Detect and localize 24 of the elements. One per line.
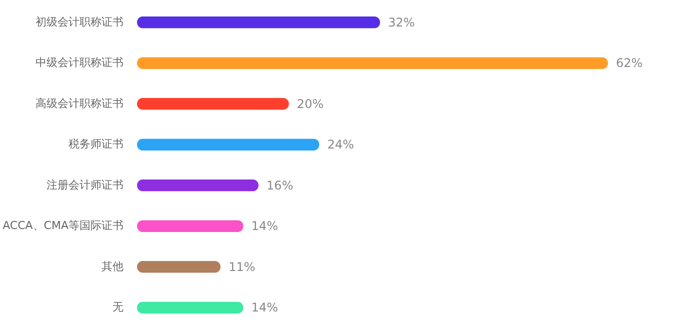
bar	[137, 138, 320, 151]
y-tick-label: 初级会计职称证书	[36, 15, 124, 28]
data-label: 14%	[251, 300, 278, 315]
data-label: 16%	[266, 178, 294, 192]
bar	[137, 260, 221, 273]
data-label: 24%	[327, 138, 354, 152]
y-tick-label: ACCA、CMA等国际证书	[2, 219, 124, 232]
data-label: 32%	[388, 15, 415, 30]
bar	[137, 302, 244, 314]
data-label: 62%	[616, 56, 643, 70]
bar	[137, 179, 259, 192]
data-label: 14%	[251, 219, 278, 234]
data-label: 11%	[228, 260, 256, 274]
bar	[137, 220, 244, 232]
bar	[137, 16, 380, 28]
y-tick-label: 注册会计师证书	[46, 178, 124, 192]
y-tick-label: 中级会计职称证书	[36, 56, 124, 70]
y-tick-label: 其他	[102, 260, 124, 273]
bar	[137, 57, 608, 70]
y-tick-label: 税务师证书	[68, 138, 124, 151]
y-tick-label: 无	[112, 300, 124, 314]
y-tick-label: 高级会计职称证书	[36, 96, 124, 110]
bar	[137, 98, 289, 110]
data-label: 20%	[296, 96, 324, 111]
